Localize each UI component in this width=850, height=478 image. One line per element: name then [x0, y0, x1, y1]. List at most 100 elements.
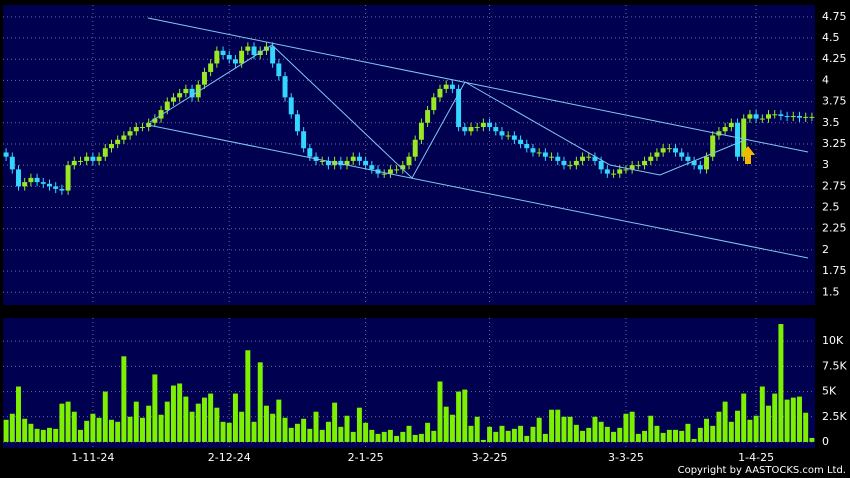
candle-body: [518, 139, 524, 144]
candle-body: [542, 152, 548, 157]
x-tick-label: 3-3-25: [608, 451, 644, 464]
candle-body: [65, 165, 71, 191]
candle-body: [47, 183, 52, 187]
volume-bar: [586, 427, 592, 442]
volume-bar: [84, 420, 90, 442]
candle-body: [691, 160, 697, 166]
volume-bar: [468, 425, 474, 442]
volume-bar: [270, 413, 276, 442]
candle-body: [406, 156, 412, 166]
volume-bar: [139, 417, 145, 442]
candle-body: [108, 143, 114, 149]
candle-body: [78, 160, 83, 162]
volume-bar: [648, 415, 654, 442]
candle-body: [220, 50, 226, 55]
candle-body: [59, 188, 65, 191]
y-tick-label: 3.75: [822, 95, 847, 108]
candle-body: [790, 116, 796, 118]
candle-body: [623, 169, 629, 171]
candle-body: [71, 160, 77, 166]
candle-body: [369, 165, 375, 170]
candle-body: [511, 135, 517, 140]
volume-bar: [673, 429, 679, 442]
candle-body: [425, 110, 431, 123]
candle-body: [704, 156, 710, 170]
candle-body: [487, 122, 493, 128]
y-tick-label: 2.5K: [822, 410, 847, 423]
candle-body: [158, 110, 164, 119]
candle-body: [53, 186, 59, 189]
candle-body: [121, 135, 127, 140]
volume-bar: [9, 413, 15, 442]
volume-bar: [170, 385, 176, 442]
x-tick-label: 1-11-24: [71, 451, 114, 464]
volume-bar: [288, 427, 294, 442]
x-tick-label: 2-12-24: [208, 451, 251, 464]
candle-body: [214, 50, 220, 64]
volume-bar: [183, 396, 189, 442]
candle-body: [133, 127, 139, 132]
candle-body: [456, 88, 462, 128]
volume-bar: [146, 405, 152, 442]
y-tick-label: 3.5: [822, 116, 840, 129]
volume-bar: [53, 428, 59, 442]
candle-body: [319, 160, 325, 162]
volume-bar: [47, 427, 52, 442]
y-tick-label: 2: [822, 243, 829, 256]
y-tick-label: 10K: [822, 334, 844, 347]
candle-body: [170, 97, 176, 102]
candle-body: [474, 127, 480, 129]
candle-body: [96, 156, 102, 161]
volume-bar: [654, 425, 660, 442]
volume-bar: [195, 403, 201, 442]
candle-body: [139, 127, 145, 129]
x-tick-label: 1-4-25: [738, 451, 774, 464]
volume-bar: [381, 431, 387, 442]
volume-bar: [325, 421, 331, 442]
y-tick-label: 5K: [822, 385, 837, 398]
candle-body: [400, 165, 406, 170]
candle-body: [797, 116, 802, 118]
candle-body: [722, 127, 728, 132]
volume-bar: [499, 425, 505, 442]
candle-body: [40, 182, 46, 184]
volume-bar: [567, 416, 573, 442]
candle-body: [592, 156, 598, 161]
candle-body: [152, 118, 158, 123]
volume-bar: [480, 439, 486, 442]
candle-body: [753, 114, 759, 119]
volume-bar: [741, 393, 747, 442]
candle-body: [201, 71, 207, 85]
candle-body: [505, 135, 511, 137]
volume-bar: [177, 383, 183, 442]
candle-body: [288, 97, 294, 115]
volume-bar: [747, 419, 753, 442]
candle-body: [598, 160, 604, 170]
x-tick-label: 3-2-25: [472, 451, 508, 464]
y-tick-label: 4.5: [822, 31, 840, 44]
volume-bar: [530, 426, 536, 442]
candle-body: [127, 131, 133, 136]
volume-bar: [245, 350, 251, 442]
volume-bar: [425, 422, 431, 442]
candle-body: [226, 55, 232, 60]
y-tick-label: 3: [822, 158, 829, 171]
candle-body: [728, 122, 734, 128]
candle-body: [654, 152, 660, 157]
volume-bar: [214, 407, 220, 442]
candle-body: [759, 118, 765, 120]
volume-bar: [102, 391, 108, 442]
volume-bar: [511, 428, 517, 442]
volume-bar: [406, 425, 412, 442]
volume-bar: [307, 428, 313, 442]
volume-bar: [728, 421, 734, 442]
candle-body: [524, 143, 530, 149]
candle-body: [685, 156, 691, 161]
candle-body: [90, 156, 96, 161]
volume-bar: [332, 402, 338, 442]
candle-body: [115, 139, 121, 144]
volume-bar: [629, 411, 635, 442]
volume-bar: [456, 391, 462, 442]
y-tick-label: 0: [822, 435, 829, 448]
signal-arrow: [741, 146, 755, 164]
